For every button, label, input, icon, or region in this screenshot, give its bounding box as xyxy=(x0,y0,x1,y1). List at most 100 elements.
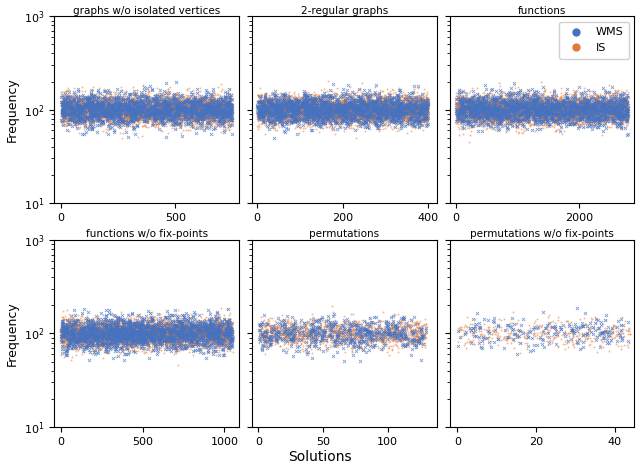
Point xyxy=(458,98,468,105)
Point xyxy=(122,115,132,123)
Point xyxy=(484,100,494,107)
Point xyxy=(525,98,535,106)
Point xyxy=(346,110,356,117)
Point xyxy=(394,101,404,108)
Point xyxy=(396,316,406,324)
Point xyxy=(289,104,300,111)
Point xyxy=(558,110,568,118)
Point xyxy=(524,102,534,109)
Point xyxy=(75,106,85,113)
Point xyxy=(328,324,339,331)
Point xyxy=(89,331,99,339)
Point xyxy=(280,328,290,335)
Point xyxy=(295,97,305,105)
Point xyxy=(56,109,67,117)
Point xyxy=(577,106,588,113)
Point xyxy=(349,106,359,113)
Point xyxy=(403,106,413,114)
Point xyxy=(74,98,84,105)
Point xyxy=(268,117,278,124)
Point xyxy=(144,322,154,330)
Point xyxy=(150,109,161,116)
Point xyxy=(216,322,227,329)
Point xyxy=(58,95,68,103)
Point xyxy=(524,109,534,117)
Point xyxy=(319,103,329,110)
Point xyxy=(278,100,288,107)
Point xyxy=(559,113,569,120)
Point xyxy=(105,326,115,333)
Point xyxy=(189,93,199,101)
Point xyxy=(616,106,626,113)
Point xyxy=(269,326,279,333)
Point xyxy=(378,102,388,109)
Point xyxy=(621,117,631,124)
Point xyxy=(371,111,381,119)
Point xyxy=(314,108,324,116)
Point xyxy=(77,104,87,111)
Point xyxy=(495,118,505,125)
Point xyxy=(157,331,167,338)
Point xyxy=(84,105,94,112)
Point xyxy=(97,319,107,326)
Point xyxy=(353,111,364,119)
Point xyxy=(212,333,222,341)
Point xyxy=(106,328,116,335)
Point xyxy=(557,91,568,99)
Point xyxy=(169,93,179,100)
Point xyxy=(478,103,488,110)
Point xyxy=(114,333,124,341)
Point xyxy=(216,88,226,95)
Point xyxy=(584,324,594,332)
Point xyxy=(376,107,387,115)
Point xyxy=(578,113,588,121)
Point xyxy=(79,316,89,323)
Point xyxy=(304,101,314,109)
Point xyxy=(559,110,569,118)
Point xyxy=(324,332,335,340)
Point xyxy=(255,96,266,104)
Point xyxy=(209,109,220,116)
Point xyxy=(271,109,282,117)
Point xyxy=(579,95,589,103)
Point xyxy=(95,105,105,112)
Point xyxy=(114,101,124,109)
Point xyxy=(212,101,222,108)
Point xyxy=(175,93,185,100)
Point xyxy=(578,114,588,121)
Point xyxy=(158,101,168,109)
Point xyxy=(179,345,189,352)
Point xyxy=(282,119,292,127)
Point xyxy=(387,110,397,118)
Point xyxy=(72,336,83,344)
Point xyxy=(534,102,545,110)
Point xyxy=(408,100,419,107)
Point xyxy=(161,341,171,349)
Point xyxy=(189,326,200,334)
Point xyxy=(193,112,203,119)
Point xyxy=(79,319,90,327)
Point xyxy=(188,109,198,117)
Point xyxy=(156,318,166,326)
Point xyxy=(92,107,102,114)
Point xyxy=(127,104,138,112)
Point xyxy=(301,111,312,118)
Point xyxy=(420,107,430,114)
Point xyxy=(355,113,365,121)
Point xyxy=(524,96,534,104)
Point xyxy=(264,115,275,122)
Point xyxy=(452,106,463,114)
Point xyxy=(203,102,213,110)
Point xyxy=(613,317,623,325)
Point xyxy=(83,330,93,337)
Point xyxy=(219,128,229,136)
Point xyxy=(203,324,213,332)
Point xyxy=(358,108,369,116)
Point xyxy=(281,326,291,334)
Point xyxy=(257,98,268,106)
Point xyxy=(287,336,297,344)
Point xyxy=(112,97,122,105)
Point xyxy=(395,119,405,126)
Point xyxy=(481,99,491,106)
Point xyxy=(259,114,269,122)
